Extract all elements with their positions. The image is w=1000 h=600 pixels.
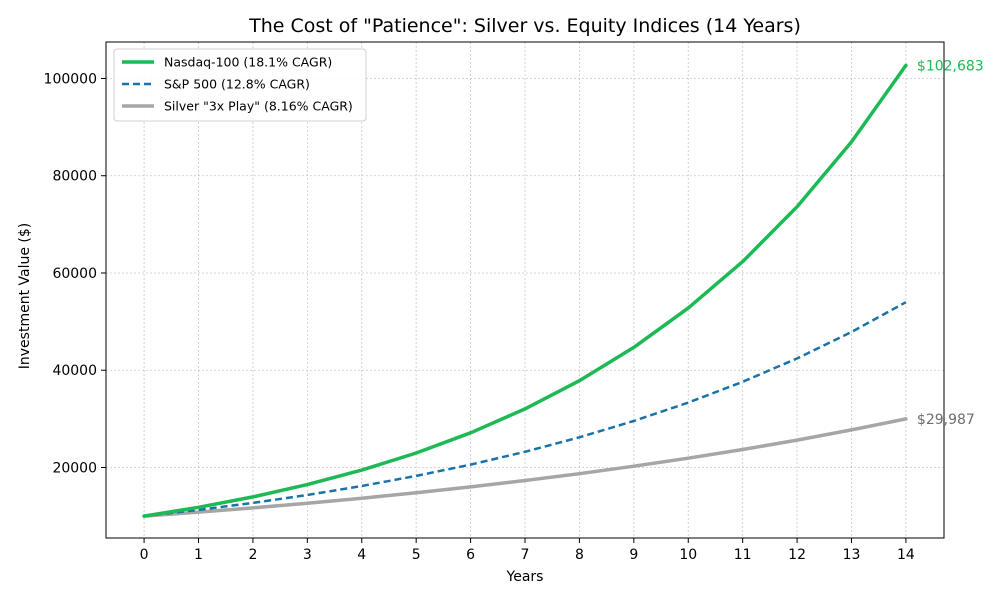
x-tick-label: 2 [248,547,257,563]
x-tick-label: 0 [140,547,149,563]
y-tick-label: 60000 [52,266,97,282]
series-line [142,417,908,518]
x-tick-label: 6 [466,547,475,563]
x-tick-label: 14 [897,547,915,563]
x-tick-label: 13 [843,547,861,563]
grid [106,42,944,538]
x-tick-label: 9 [629,547,638,563]
x-tick-label: 11 [734,547,752,563]
y-tick-label: 100000 [44,71,97,87]
x-tick-label: 5 [412,547,421,563]
legend-label: Silver "3x Play" (8.16% CAGR) [164,99,353,114]
legend: Nasdaq-100 (18.1% CAGR) S&P 500 (12.8% CA… [113,48,367,122]
legend-label: Nasdaq-100 (18.1% CAGR) [164,55,332,70]
y-axis-label: Investment Value ($) [17,223,33,369]
series-line [142,63,908,518]
end-value-label: $29,987 [917,412,975,428]
x-axis: 0 1 2 3 4 5 6 7 8 9 10 11 12 13 14 [140,538,915,563]
end-value-annotations: $102,683 $29,987 [917,58,984,428]
legend-box [113,48,367,122]
x-tick-label: 3 [303,547,312,563]
y-tick-label: 20000 [52,460,97,476]
x-tick-label: 8 [575,547,584,563]
x-tick-label: 10 [679,547,697,563]
series-layer [142,63,908,518]
chart-title: The Cost of "Patience": Silver vs. Equit… [248,15,801,37]
y-axis: 20000 40000 60000 80000 100000 [44,71,106,476]
end-value-label: $102,683 [917,58,984,74]
x-tick-label: 7 [521,547,530,563]
y-tick-label: 80000 [52,169,97,185]
x-axis-label: Years [506,569,544,585]
x-tick-label: 12 [788,547,806,563]
x-tick-label: 4 [357,547,366,563]
series-line [143,301,907,518]
y-tick-label: 40000 [52,363,97,379]
x-tick-label: 1 [194,547,203,563]
legend-label: S&P 500 (12.8% CAGR) [164,77,310,92]
